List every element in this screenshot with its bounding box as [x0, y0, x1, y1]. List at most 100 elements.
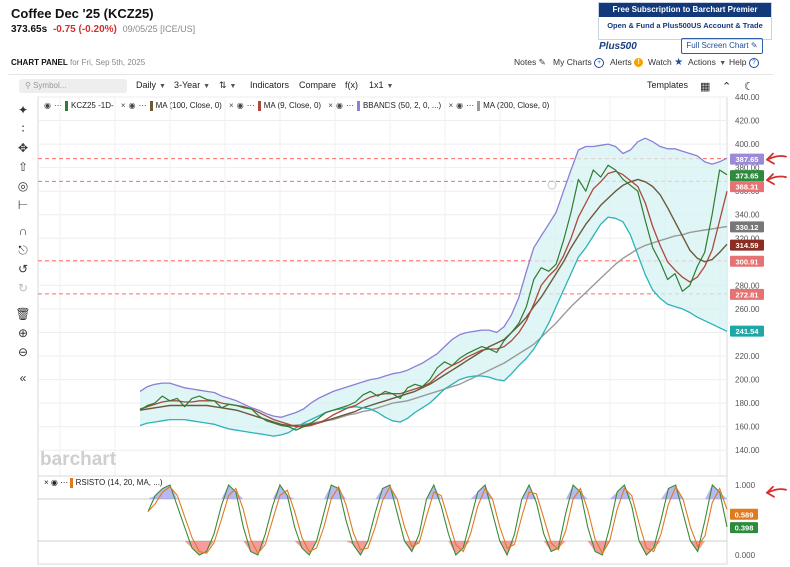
- promo-banner[interactable]: Free Subscription to Barchart Premier Op…: [598, 2, 772, 40]
- caret-down-icon: ▼: [201, 83, 211, 90]
- edit-icon: ✎: [750, 41, 758, 50]
- eye-icon[interactable]: ◉: [335, 101, 343, 111]
- eye-icon[interactable]: ◉: [44, 101, 51, 111]
- eye-icon[interactable]: ◉: [236, 101, 244, 111]
- legend-symbol[interactable]: ◉ ⋯ KCZ25 -1D-: [44, 101, 114, 111]
- caret-down-icon: ▼: [227, 83, 237, 90]
- legend-ma200[interactable]: × ◉ ⋯ MA (200, Close, 0): [448, 101, 549, 111]
- eye-icon[interactable]: ◉: [50, 478, 58, 488]
- lock-icon[interactable]: ⎋: [18, 243, 28, 257]
- alerts-label: Alerts: [610, 57, 632, 67]
- bb-lower-line: [139, 216, 728, 437]
- magnet-icon[interactable]: ∩: [18, 224, 28, 238]
- plus-icon: +: [594, 57, 605, 68]
- premier-link[interactable]: Free Subscription to Barchart Premier: [599, 3, 771, 17]
- legend-ma9[interactable]: × ◉ ⋯ MA (9, Close, 0): [229, 101, 321, 111]
- more-icon[interactable]: ⋯: [345, 101, 354, 111]
- price-label-bg: [730, 239, 764, 251]
- plus500-logo[interactable]: Plus500: [599, 41, 637, 52]
- annotation-arrow-head: [766, 173, 775, 186]
- watch-label: Watch: [648, 57, 672, 67]
- arrow-up-icon[interactable]: ⇧: [17, 160, 29, 174]
- more-icon[interactable]: ⋯: [60, 478, 69, 488]
- undo-icon[interactable]: ↺: [17, 262, 29, 276]
- fullscreen-button[interactable]: Full Screen Chart ✎: [681, 38, 763, 54]
- legend-ma9-label: MA (9, Close, 0): [263, 101, 322, 111]
- alerts-link[interactable]: Alerts !: [610, 57, 644, 68]
- price-labels: 387.65 373.65 368.31 330.12 314.59 300.91 272.…: [730, 153, 764, 337]
- close-icon[interactable]: ×: [229, 101, 234, 111]
- more-icon[interactable]: ⋯: [466, 101, 475, 111]
- star-icon: ★: [674, 57, 684, 68]
- legend-swatch: [356, 101, 360, 111]
- chevron-up-icon[interactable]: ⌃: [722, 81, 732, 93]
- symbol-placeholder: Symbol...: [33, 81, 67, 90]
- my-charts-link[interactable]: My Charts +: [553, 57, 605, 68]
- price-label: 300.91: [736, 257, 759, 266]
- close-icon[interactable]: ×: [44, 478, 49, 488]
- legend-swatch: [257, 101, 261, 111]
- price-label: 314.59: [736, 241, 759, 250]
- draw-line-icon[interactable]: ∶: [21, 122, 25, 136]
- chart-toolbar: [8, 74, 773, 99]
- grid-icon[interactable]: ▦: [700, 81, 711, 93]
- more-icon[interactable]: ⋯: [53, 101, 62, 111]
- rsi-label-bg: [730, 522, 758, 534]
- legend-bbands[interactable]: × ◉ ⋯ BBANDS (50, 2, 0, ...): [328, 101, 441, 111]
- price-change: -0.75 (-0.20%): [52, 24, 117, 35]
- question-icon: ?: [748, 57, 759, 68]
- layout-select[interactable]: 1x1 ▼: [369, 80, 393, 90]
- close-icon[interactable]: ×: [120, 101, 126, 111]
- oversold-fill: [148, 541, 727, 555]
- fullscreen-label: Full Screen Chart: [686, 41, 749, 50]
- range-select[interactable]: 3-Year ▼: [174, 80, 210, 90]
- cursor-icon[interactable]: ✦: [17, 103, 29, 117]
- more-icon[interactable]: ⋯: [138, 101, 147, 111]
- redo-icon[interactable]: ↻: [17, 281, 29, 295]
- y-tick-label: 400.00: [735, 140, 760, 149]
- eye-icon[interactable]: ◉: [456, 101, 464, 111]
- interval-select[interactable]: Daily ▼: [136, 80, 166, 90]
- legend-symbol-label: KCZ25 -1D-: [70, 101, 114, 111]
- symbol-input[interactable]: ⚲ Symbol...: [19, 79, 127, 93]
- moon-icon[interactable]: ☾: [744, 81, 754, 93]
- actions-menu[interactable]: Actions ▼: [688, 57, 726, 67]
- annotation-arrows: [766, 152, 787, 498]
- target-icon[interactable]: ◎: [17, 179, 29, 193]
- rsi-tick-label: 0.000: [735, 551, 756, 560]
- chart-type-select[interactable]: ⇅ ▼: [219, 80, 236, 91]
- y-tick-label: 260.00: [735, 305, 760, 314]
- close-icon[interactable]: ×: [448, 101, 454, 111]
- zoom-in-icon[interactable]: ⊕: [17, 326, 29, 340]
- help-link[interactable]: Help ?: [729, 57, 759, 68]
- templates-button[interactable]: Templates: [647, 80, 689, 90]
- legend-ma200-label: MA (200, Close, 0): [483, 101, 550, 111]
- plus500-offer[interactable]: Open & Fund a Plus500US Account & Trade: [607, 21, 763, 30]
- rsi-legend: × ◉ ⋯ RSISTO (14, 20, MA, ...): [44, 478, 163, 488]
- indicators-button[interactable]: Indicators: [250, 80, 290, 90]
- y-tick-label: 280.00: [735, 281, 760, 290]
- notes-link[interactable]: Notes ✎: [514, 57, 546, 68]
- bollinger-band-fill: [140, 138, 727, 437]
- fx-button[interactable]: f(x): [345, 80, 358, 90]
- zoom-out-icon[interactable]: ⊖: [17, 345, 29, 359]
- panel-title: CHART PANEL: [11, 58, 68, 67]
- eye-icon[interactable]: ◉: [128, 101, 136, 111]
- legend-swatch: [477, 101, 481, 111]
- quote-line: 373.65s -0.75 (-0.20%) 09/05/25 [ICE/US]: [11, 24, 195, 35]
- more-icon[interactable]: ⋯: [246, 101, 255, 111]
- trash-icon[interactable]: 🗑: [15, 307, 31, 321]
- crosshair-icon[interactable]: ✥: [17, 141, 29, 155]
- close-icon[interactable]: ×: [328, 101, 333, 111]
- y-tick-label: 320.00: [735, 234, 760, 243]
- fork-icon[interactable]: ⊢: [17, 198, 29, 212]
- price-label-bg: [730, 153, 764, 165]
- compare-button[interactable]: Compare: [299, 80, 337, 90]
- legend-ma100[interactable]: × ◉ ⋯ MA (100, Close, 0): [121, 101, 222, 111]
- price-label: 330.12: [736, 223, 759, 232]
- panel-date: for Fri, Sep 5th, 2025: [69, 58, 146, 67]
- rsi-label-bg: [730, 508, 758, 520]
- watch-link[interactable]: Watch ★: [648, 57, 683, 68]
- collapse-icon[interactable]: «: [19, 371, 27, 385]
